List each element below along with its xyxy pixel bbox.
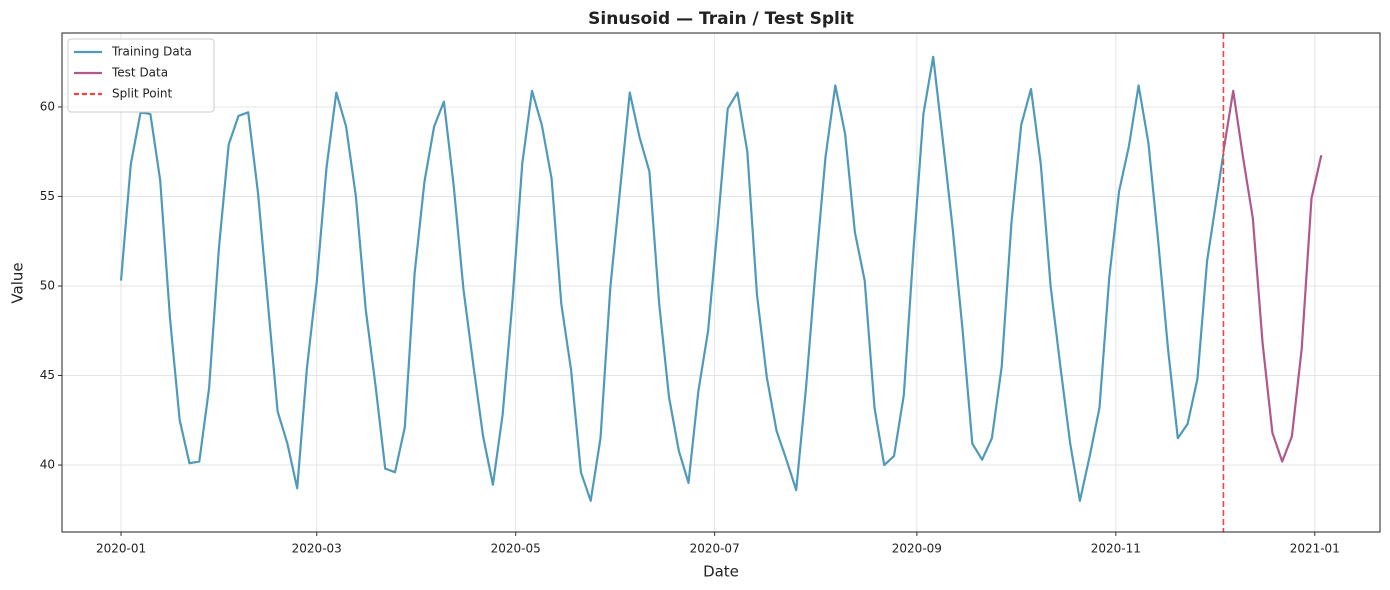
x-tick-label: 2020-09 bbox=[892, 542, 942, 556]
plot-frame bbox=[61, 32, 1381, 533]
y-tick-label: 50 bbox=[40, 278, 55, 292]
legend-label: Test Data bbox=[111, 66, 168, 80]
chart-title: Sinusoid — Train / Test Split bbox=[588, 9, 854, 29]
x-axis-label: Date bbox=[703, 563, 739, 581]
y-tick-label: 40 bbox=[40, 458, 55, 472]
data-line bbox=[1222, 89, 1323, 463]
x-tick-label: 2020-05 bbox=[491, 542, 541, 556]
x-tick-label: 2020-01 bbox=[96, 542, 146, 556]
legend-label: Training Data bbox=[111, 45, 192, 59]
legend-box bbox=[67, 38, 215, 113]
y-tick-label: 55 bbox=[40, 189, 55, 203]
x-tick-label: 2020-03 bbox=[292, 542, 342, 556]
legend-label: Split Point bbox=[112, 87, 173, 101]
x-tick-label: 2020-11 bbox=[1091, 542, 1141, 556]
data-line bbox=[119, 55, 1225, 502]
x-tick-label: 2020-07 bbox=[690, 542, 740, 556]
x-tick-label: 2021-01 bbox=[1290, 542, 1340, 556]
y-tick-label: 60 bbox=[40, 99, 55, 113]
y-axis-label: Value bbox=[9, 262, 27, 303]
y-tick-label: 45 bbox=[40, 368, 55, 382]
